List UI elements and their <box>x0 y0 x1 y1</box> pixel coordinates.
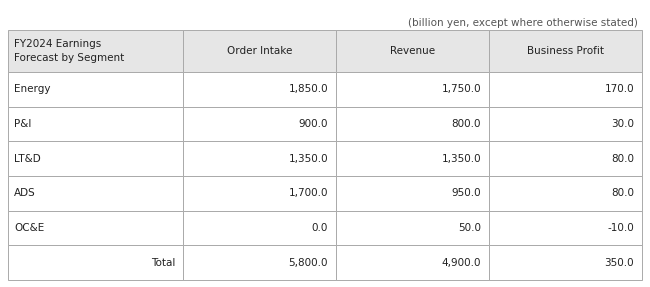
Text: 5,800.0: 5,800.0 <box>289 258 328 268</box>
Text: LT&D: LT&D <box>14 154 41 164</box>
Text: Business Profit: Business Profit <box>527 46 604 56</box>
Bar <box>489 245 642 280</box>
Bar <box>489 72 642 107</box>
Text: 1,850.0: 1,850.0 <box>289 84 328 94</box>
Bar <box>8 211 183 245</box>
Bar <box>336 72 489 107</box>
Text: 1,700.0: 1,700.0 <box>289 188 328 198</box>
Text: 4,900.0: 4,900.0 <box>441 258 481 268</box>
Text: (billion yen, except where otherwise stated): (billion yen, except where otherwise sta… <box>408 18 638 28</box>
Text: 950.0: 950.0 <box>451 188 481 198</box>
Bar <box>8 30 183 72</box>
Text: FY2024 Earnings
Forecast by Segment: FY2024 Earnings Forecast by Segment <box>14 39 124 63</box>
Bar <box>489 30 642 72</box>
Text: 1,350.0: 1,350.0 <box>289 154 328 164</box>
Bar <box>336 141 489 176</box>
Text: 1,750.0: 1,750.0 <box>441 84 481 94</box>
Bar <box>8 72 183 107</box>
Bar <box>183 176 336 211</box>
Text: Energy: Energy <box>14 84 51 94</box>
Text: 50.0: 50.0 <box>458 223 481 233</box>
Bar <box>183 211 336 245</box>
Bar <box>8 245 183 280</box>
Bar <box>8 107 183 141</box>
Bar <box>8 176 183 211</box>
Bar <box>489 176 642 211</box>
Text: OC&E: OC&E <box>14 223 44 233</box>
Bar <box>336 211 489 245</box>
Text: Order Intake: Order Intake <box>227 46 292 56</box>
Text: Total: Total <box>151 258 175 268</box>
Text: 80.0: 80.0 <box>611 154 634 164</box>
Bar <box>183 30 336 72</box>
Bar <box>183 72 336 107</box>
Bar <box>489 141 642 176</box>
Bar <box>336 245 489 280</box>
Bar <box>489 107 642 141</box>
Text: 350.0: 350.0 <box>604 258 634 268</box>
Text: 80.0: 80.0 <box>611 188 634 198</box>
Bar <box>489 211 642 245</box>
Bar <box>336 176 489 211</box>
Text: 800.0: 800.0 <box>452 119 481 129</box>
Text: 30.0: 30.0 <box>611 119 634 129</box>
Text: 0.0: 0.0 <box>311 223 328 233</box>
Text: ADS: ADS <box>14 188 36 198</box>
Text: -10.0: -10.0 <box>607 223 634 233</box>
Text: P&I: P&I <box>14 119 31 129</box>
Bar <box>183 141 336 176</box>
Bar <box>336 30 489 72</box>
Bar <box>336 107 489 141</box>
Bar <box>8 141 183 176</box>
Text: Revenue: Revenue <box>390 46 435 56</box>
Text: 170.0: 170.0 <box>604 84 634 94</box>
Text: 900.0: 900.0 <box>298 119 328 129</box>
Bar <box>183 107 336 141</box>
Bar <box>183 245 336 280</box>
Text: 1,350.0: 1,350.0 <box>441 154 481 164</box>
